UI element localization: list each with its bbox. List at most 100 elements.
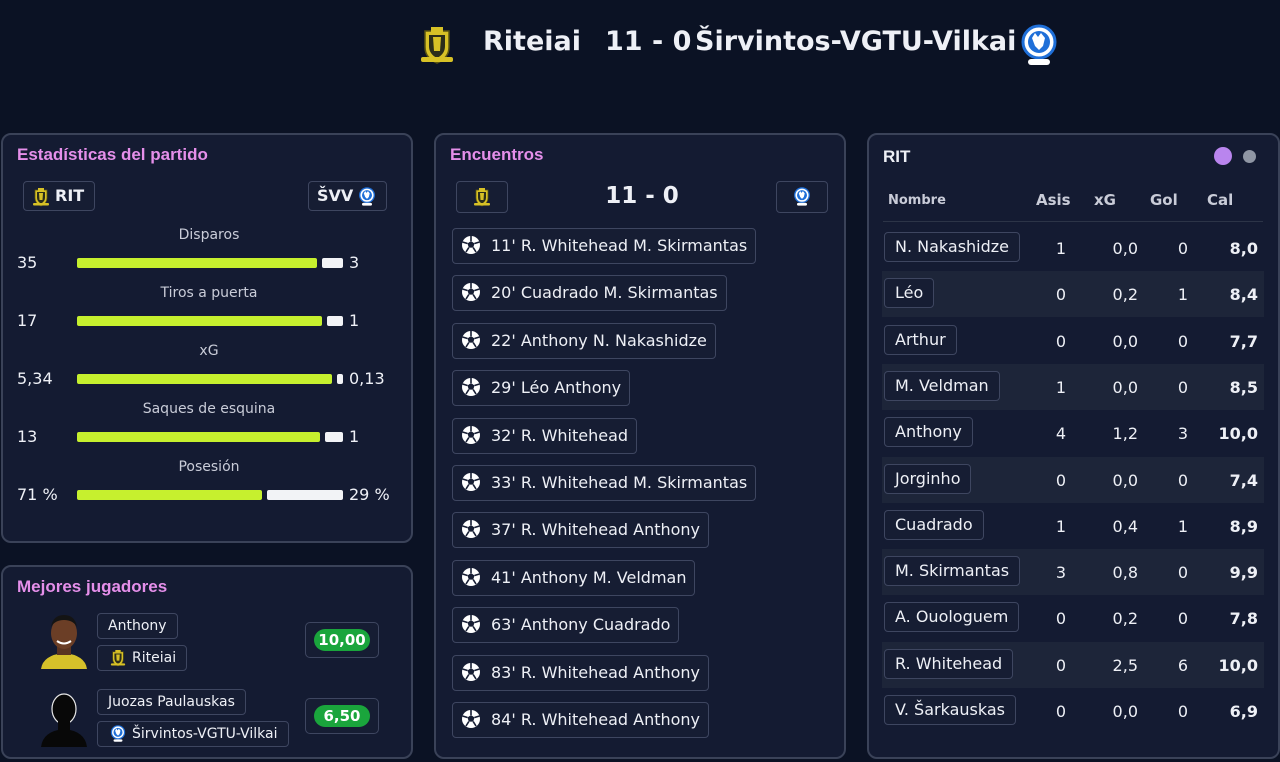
player-name-chip[interactable]: Cuadrado — [884, 509, 984, 540]
soccer-ball-icon — [461, 425, 481, 445]
rating-value: 8,9 — [1229, 516, 1258, 536]
rating-value: 8,0 — [1229, 239, 1258, 258]
player-name-chip[interactable]: Léo — [884, 278, 935, 309]
xg-value: 0,2 — [1112, 609, 1138, 629]
assists-value: 1 — [1055, 239, 1066, 258]
player-name-chip[interactable]: Jorginho — [884, 463, 972, 494]
goal-event[interactable]: 20' Cuadrado M. Skirmantas — [452, 275, 727, 312]
player-name-chip[interactable]: Anthony — [884, 417, 973, 448]
stat-home-bar — [77, 316, 322, 326]
goal-event-text: 83' R. Whitehead Anthony — [491, 662, 701, 682]
rating-value: 7,4 — [1229, 470, 1258, 490]
match-score: 11 - 0 — [605, 26, 692, 57]
goal-event[interactable]: 11' R. Whitehead M. Skirmantas — [452, 228, 757, 264]
goal-event[interactable]: 41' Anthony M. Veldman — [452, 559, 696, 596]
goal-event[interactable]: 29' Léo Anthony — [452, 370, 631, 407]
table-row: Jorginho 0 0,0 0 7,4 — [882, 456, 1264, 503]
goal-event[interactable]: 37' R. Whitehead Anthony — [452, 512, 710, 549]
player-avatar-placeholder — [39, 687, 89, 747]
soccer-ball-icon — [461, 567, 481, 587]
player-club-chip[interactable]: Riteiai — [97, 645, 188, 671]
events-panel: Encuentros 11 - 0 11' R. Whitehead M. Sk… — [434, 133, 846, 759]
page-dot-inactive[interactable] — [1243, 150, 1256, 163]
best-players-panel: Mejores jugadores Anthony Riteiai 10,00 … — [1, 565, 413, 759]
xg-value: 0,0 — [1112, 702, 1138, 721]
match-stats-panel: Estadísticas del partido RIT ŠVV Disparo… — [1, 133, 413, 543]
xg-value: 0,0 — [1112, 377, 1138, 397]
rating-value: 9,9 — [1229, 563, 1258, 583]
soccer-ball-icon — [461, 709, 481, 729]
player-name-chip[interactable]: Arthur — [884, 324, 957, 355]
assists-value: 0 — [1055, 655, 1066, 675]
table-row: N. Nakashidze 1 0,0 0 8,0 — [882, 225, 1264, 271]
soccer-ball-icon — [461, 282, 481, 302]
goal-event-text: 32' R. Whitehead — [491, 425, 629, 445]
assists-value: 0 — [1055, 702, 1066, 721]
rating-value: 10,0 — [1218, 424, 1258, 444]
stat-home-value: 17 — [17, 311, 38, 330]
goal-event[interactable]: 22' Anthony N. Nakashidze — [452, 322, 716, 359]
xg-value: 0,8 — [1112, 563, 1138, 583]
soccer-ball-icon — [461, 614, 481, 634]
player-name-chip[interactable]: M. Veldman — [884, 370, 1000, 401]
soccer-ball-icon — [461, 330, 481, 350]
stat-away-value: 0,13 — [349, 369, 385, 388]
stat-away-bar — [337, 374, 343, 384]
stat-away-bar — [327, 316, 343, 326]
player-club-chip[interactable]: Širvintos-VGTU-Vilkai — [97, 721, 289, 747]
col-header-assists[interactable]: Asis — [1036, 191, 1071, 209]
rating-value: 7,8 — [1229, 609, 1258, 629]
goal-event[interactable]: 33' R. Whitehead M. Skirmantas — [452, 465, 757, 501]
player-name-chip[interactable]: Anthony — [97, 613, 178, 639]
home-team-name: Riteiai — [483, 26, 581, 57]
soccer-ball-icon — [461, 662, 481, 682]
stat-away-bar — [325, 432, 343, 442]
player-name-chip[interactable]: N. Nakashidze — [884, 232, 1021, 262]
goal-event[interactable]: 63' Anthony Cuadrado — [452, 607, 680, 644]
rating-value: 8,5 — [1229, 377, 1258, 397]
home-crest-box[interactable] — [456, 181, 508, 213]
assists-value: 1 — [1055, 377, 1066, 397]
stat-label: Posesión — [178, 459, 240, 475]
player-name-chip[interactable]: Juozas Paulauskas — [97, 689, 246, 715]
goals-value: 0 — [1177, 702, 1188, 721]
stat-home-bar — [77, 258, 317, 268]
col-header-name[interactable]: Nombre — [888, 193, 946, 208]
player-club: Širvintos-VGTU-Vilkai — [132, 726, 278, 742]
header-divider — [883, 221, 1263, 222]
xg-value: 0,2 — [1112, 285, 1138, 305]
player-club: Riteiai — [132, 650, 177, 666]
away-team-chip[interactable]: ŠVV — [308, 181, 388, 211]
home-crest-icon — [110, 649, 126, 667]
goal-event[interactable]: 84' R. Whitehead Anthony — [452, 702, 710, 738]
goal-event-text: 33' R. Whitehead M. Skirmantas — [491, 473, 748, 492]
away-crest-icon — [110, 725, 126, 743]
goal-event-text: 11' R. Whitehead M. Skirmantas — [491, 236, 748, 255]
goals-value: 0 — [1177, 239, 1188, 258]
col-header-goals[interactable]: Gol — [1150, 191, 1178, 209]
goal-event[interactable]: 83' R. Whitehead Anthony — [452, 654, 710, 691]
table-row: A. Ouologuem 0 0,2 0 7,8 — [882, 595, 1264, 641]
home-crest-icon — [419, 25, 455, 65]
away-crest-box[interactable] — [776, 181, 828, 213]
page-dot-active[interactable] — [1214, 147, 1232, 165]
stat-home-bar — [77, 374, 332, 384]
col-header-xg[interactable]: xG — [1094, 191, 1116, 209]
player-name-chip[interactable]: V. Šarkauskas — [884, 695, 1016, 725]
team-roster-panel: RIT Nombre Asis xG Gol Cal N. Nakashidze… — [867, 133, 1280, 759]
goal-event-text: 37' R. Whitehead Anthony — [491, 520, 701, 540]
col-header-rating[interactable]: Cal — [1207, 191, 1234, 209]
goal-event-text: 20' Cuadrado M. Skirmantas — [491, 283, 718, 303]
away-crest-icon — [358, 187, 376, 207]
player-name-chip[interactable]: A. Ouologuem — [884, 602, 1020, 633]
goal-event[interactable]: 32' R. Whitehead — [452, 417, 638, 454]
match-header: Riteiai 11 - 0 Širvintos-VGTU-Vilkai — [0, 0, 1280, 90]
home-team-chip[interactable]: RIT — [23, 181, 96, 211]
xg-value: 0,0 — [1112, 239, 1138, 258]
goal-event-text: 29' Léo Anthony — [491, 378, 622, 398]
xg-value: 0,0 — [1112, 470, 1138, 490]
goals-value: 0 — [1177, 377, 1188, 397]
player-name: Juozas Paulauskas — [108, 694, 235, 710]
player-name-chip[interactable]: R. Whitehead — [884, 648, 1014, 679]
player-name-chip[interactable]: M. Skirmantas — [884, 556, 1021, 587]
